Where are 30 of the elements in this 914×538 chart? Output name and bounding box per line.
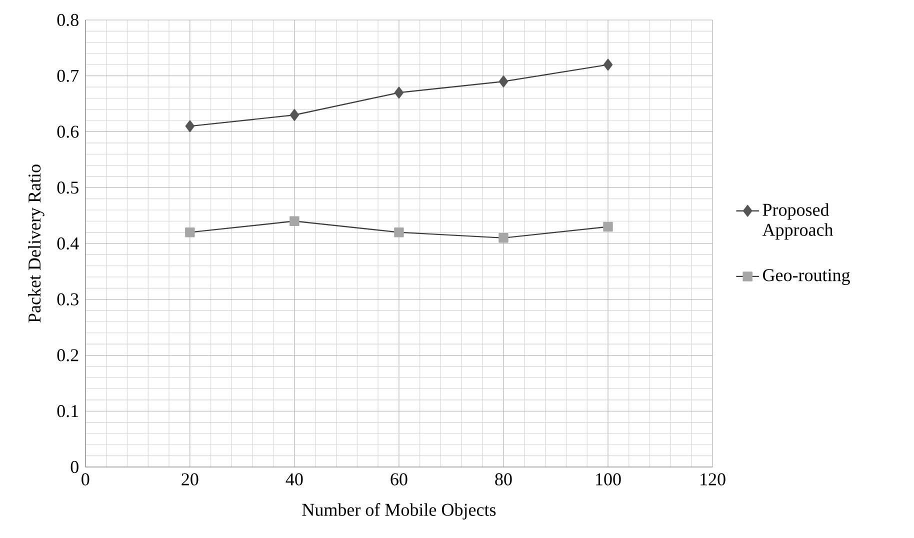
x-tick-label: 0	[82, 473, 90, 486]
x-tick-label: 40	[286, 473, 303, 486]
point	[290, 216, 300, 226]
point	[603, 222, 613, 232]
y-tick-label: 0.6	[57, 126, 79, 138]
x-tick-label: 100	[596, 473, 621, 486]
point	[394, 228, 404, 238]
y-tick-label: 0.1	[57, 405, 78, 418]
x-tick-label: 60	[390, 473, 408, 486]
legend-label: Proposed Approach	[762, 203, 834, 240]
y-tick-label: 0.8	[57, 14, 78, 26]
y-tick-label: 0.7	[57, 70, 79, 82]
y-tick-label: 0.3	[57, 293, 78, 306]
point	[498, 233, 508, 243]
y-tick-label: 0.4	[57, 238, 79, 250]
point	[603, 58, 613, 71]
x-tick-label: 20	[182, 473, 198, 486]
x-tick-label: 120	[700, 473, 726, 486]
point	[498, 76, 508, 88]
x-tick-label: 80	[495, 473, 512, 486]
point	[394, 86, 404, 99]
point	[185, 120, 195, 132]
point	[290, 109, 300, 122]
y-axis-title: Packet Delivery Ratio	[28, 164, 44, 323]
y-tick-label: 0	[70, 461, 78, 474]
x-axis-title: Number of Mobile Objects	[302, 503, 496, 520]
legend-label: Geo-routing	[762, 269, 850, 286]
y-tick-label: 0.2	[57, 349, 78, 362]
y-tick-label: 0.5	[57, 182, 78, 194]
point	[185, 228, 195, 238]
